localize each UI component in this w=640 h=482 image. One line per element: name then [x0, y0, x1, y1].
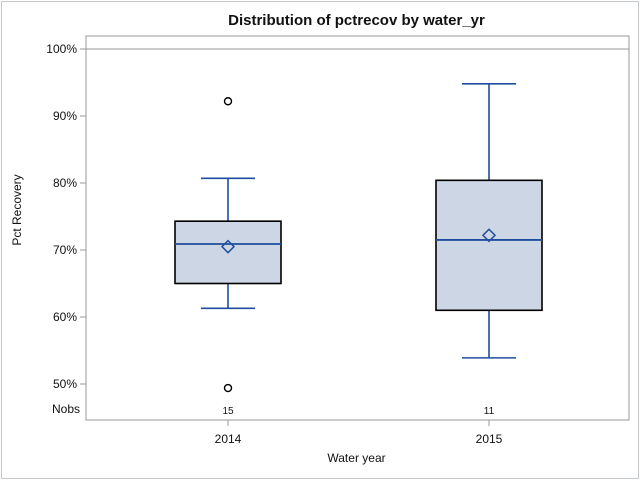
x-axis-title: Water year	[327, 451, 386, 465]
y-tick-label-90: 90%	[53, 109, 77, 123]
x-tick-label-2014: 2014	[215, 432, 242, 446]
outlier-2014-0	[223, 97, 233, 106]
y-tick-label-60: 60%	[53, 310, 77, 324]
chart-title: Distribution of pctrecov by water_yr	[228, 12, 485, 29]
y-tick-label-50: 50%	[53, 377, 77, 391]
nobs-value-2015: 11	[484, 406, 495, 417]
y-tick-label-70: 70%	[53, 243, 77, 257]
x-tick-label-2015: 2015	[476, 432, 503, 446]
mean-marker-2015	[481, 228, 497, 243]
nobs-value-2014: 15	[222, 406, 234, 417]
mean-marker-2014	[220, 239, 236, 254]
iqr-box-2015	[435, 179, 543, 312]
y-tick-label-80: 80%	[53, 176, 77, 190]
y-tick-label-100: 100%	[46, 42, 77, 56]
outlier-2014-1	[223, 383, 233, 393]
plot-frame	[85, 35, 630, 421]
nobs-row-label: Nobs	[51, 402, 80, 416]
